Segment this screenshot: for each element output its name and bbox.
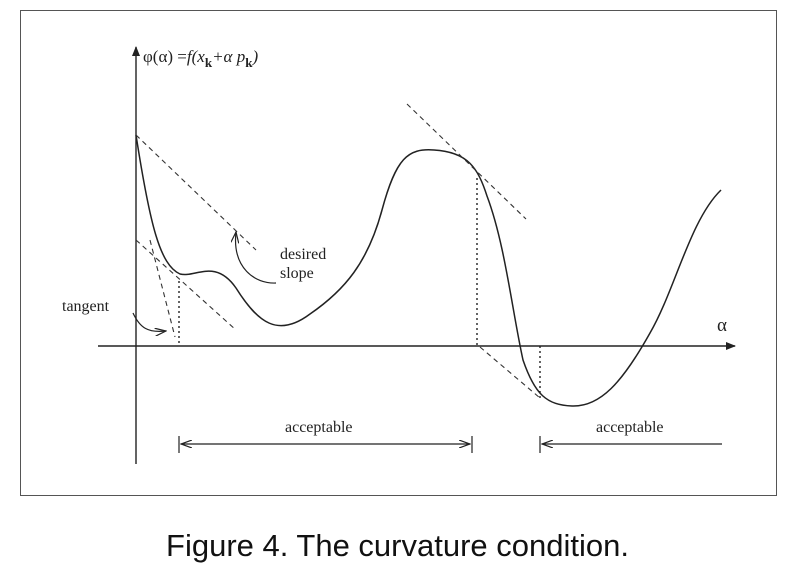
phi-curve (135, 134, 722, 407)
acceptable-label-2: acceptable (596, 419, 664, 436)
initial-tangent-line (149, 239, 176, 338)
acceptable-label-1: acceptable (285, 419, 353, 436)
desired-slope-label-line2: slope (280, 265, 314, 282)
desired-slope-pointer (236, 232, 277, 284)
slope-line-at-valley (479, 346, 541, 399)
figure-caption: Figure 4. The curvature condition. (166, 528, 629, 563)
tangent-label: tangent (62, 298, 110, 315)
desired-slope-label-line1: desired (280, 246, 326, 263)
tangent-pointer (132, 312, 166, 331)
desired-slope-line-lower (135, 239, 237, 331)
desired-slope-line-upper (135, 134, 257, 251)
figure-frame (20, 10, 777, 496)
x-axis-label: α (717, 315, 727, 336)
y-axis-label: φ(α) =f(xk+α pk) (143, 47, 258, 70)
slope-line-at-peak (406, 103, 527, 220)
